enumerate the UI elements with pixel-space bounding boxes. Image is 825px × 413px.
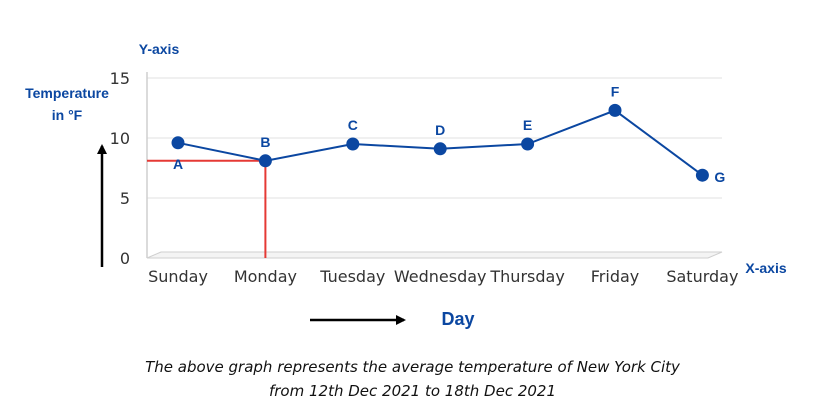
caption-line-1: The above graph represents the average t… bbox=[145, 358, 680, 376]
x-tick-label: Tuesday bbox=[319, 267, 385, 286]
point-label: D bbox=[435, 122, 445, 138]
y-axis-tag: Y-axis bbox=[139, 41, 180, 57]
x-tick-label: Saturday bbox=[666, 267, 738, 286]
y-tick-label: 15 bbox=[110, 69, 130, 88]
y-tick-label: 5 bbox=[120, 189, 130, 208]
point-label: E bbox=[523, 117, 532, 133]
data-point bbox=[433, 142, 447, 156]
data-point bbox=[521, 137, 535, 151]
data-point bbox=[258, 154, 272, 168]
x-tick-label: Thursday bbox=[489, 267, 564, 286]
data-point bbox=[695, 168, 709, 182]
data-point bbox=[346, 137, 360, 151]
point-label: C bbox=[348, 117, 358, 133]
x-axis-title: Day bbox=[441, 309, 474, 329]
data-point bbox=[171, 136, 185, 150]
y-axis-title-line-2: in °F bbox=[52, 107, 83, 123]
data-point bbox=[608, 103, 622, 117]
x-tick-label: Sunday bbox=[148, 267, 208, 286]
caption-line-2: from 12th Dec 2021 to 18th Dec 2021 bbox=[268, 382, 557, 400]
point-label: A bbox=[173, 156, 183, 172]
y-tick-label: 0 bbox=[120, 249, 130, 268]
x-axis-floor bbox=[146, 251, 723, 259]
point-label: G bbox=[714, 169, 725, 185]
x-tick-label: Wednesday bbox=[394, 267, 487, 286]
x-tick-label: Friday bbox=[591, 267, 640, 286]
point-label: B bbox=[260, 134, 270, 150]
y-axis-title-line-1: Temperature bbox=[25, 85, 109, 101]
x-tick-label: Monday bbox=[234, 267, 297, 286]
point-label: F bbox=[611, 83, 620, 99]
y-tick-label: 10 bbox=[110, 129, 130, 148]
x-axis-tag: X-axis bbox=[745, 260, 786, 276]
